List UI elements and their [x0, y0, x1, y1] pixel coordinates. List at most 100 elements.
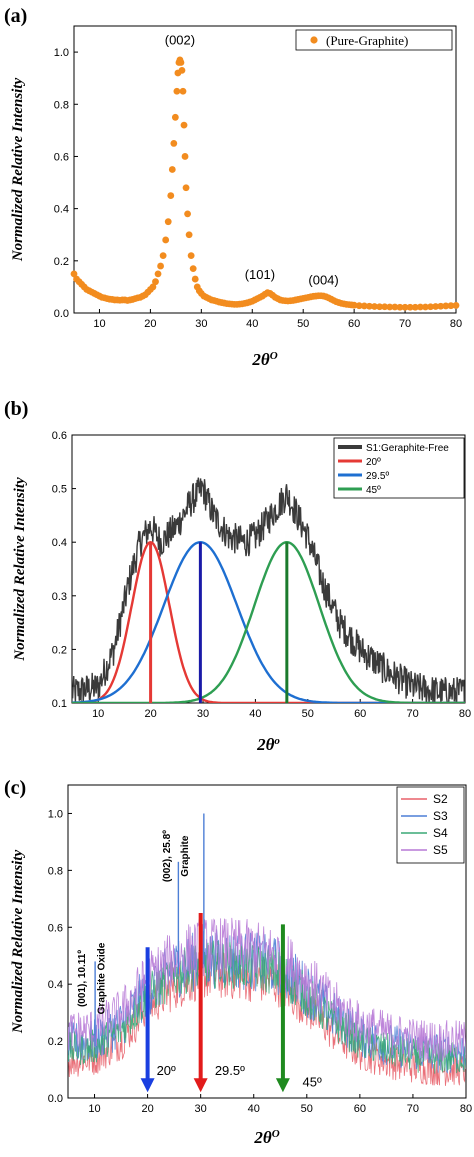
- chart-a-x-tick-label: 60: [348, 318, 360, 330]
- chart-c-arrow-label-3: 45º: [302, 1075, 321, 1090]
- chart-c-arrow-head-2: [193, 1078, 208, 1093]
- chart-a-data-point: [152, 278, 159, 286]
- chart-a-y-tick-label: 0.4: [54, 204, 69, 216]
- chart-a-data-point: [427, 303, 434, 311]
- axis-label-superscript: O: [272, 1128, 280, 1140]
- chart-a-data-point: [154, 270, 162, 278]
- chart-c-x-tick-label: 80: [460, 1103, 472, 1115]
- chart-a-data-point: [401, 303, 409, 311]
- chart-b-x-tick-label: 30: [197, 708, 209, 720]
- chart-a-y-tick-label: 0.2: [54, 256, 69, 268]
- chart-b-svg: 10 20 30 40 50 60 70 80 0.1 0.2 0.3 0.4 0.5 0.6 (b) Nor…: [4, 398, 471, 754]
- chart-a-data-point: [350, 301, 358, 309]
- chart-a-data-point: [376, 303, 383, 311]
- chart-a-y-tick-label: 0.8: [54, 99, 69, 111]
- chart-c-arrow-label-2: 29.5º: [215, 1063, 245, 1078]
- panel-b: 10 20 30 40 50 60 70 80 0.1 0.2 0.3 0.4 0.5 0.6 (b) Nor…: [0, 385, 474, 770]
- chart-a-data-point: [452, 302, 460, 309]
- chart-c-legend-label: S2: [433, 792, 448, 806]
- chart-a-data-point: [179, 87, 187, 95]
- chart-c-y-axis-label: Normalized Relative Intensity: [10, 849, 26, 1034]
- chart-b-legend-label: 20º: [366, 457, 381, 468]
- chart-c-x-axis-label: 2θO: [253, 1128, 279, 1147]
- chart-c-y-tick-label: 0.2: [48, 1036, 63, 1048]
- chart-c-legend-label: S3: [433, 809, 448, 823]
- chart-b-y-tick-label: 0.6: [52, 430, 67, 442]
- chart-a-y-tick-label: 0.0: [54, 308, 69, 320]
- panel-a: 10 20 30 40 50 60 70 80 0.0 0.2 0.4 0.6 0.8 1.0 (a) Nor…: [0, 0, 474, 385]
- chart-c-arrow-head-1: [140, 1078, 155, 1093]
- chart-b-y-tick-label: 0.3: [52, 591, 67, 603]
- chart-a-data-point: [386, 303, 394, 311]
- chart-a-x-tick-label: 50: [297, 318, 309, 330]
- chart-a-panel-label: (a): [4, 5, 27, 27]
- chart-a-x-tick-label: 30: [195, 318, 207, 330]
- chart-b-x-axis-label: 2θo: [256, 735, 280, 754]
- chart-c-vertical-annotation-1-2: Graphite Oxide: [97, 942, 108, 1014]
- chart-a-legend-marker: [310, 36, 318, 44]
- chart-b-x-tick-label: 10: [92, 708, 104, 720]
- chart-a-data-point: [411, 303, 419, 311]
- chart-c-legend-label: S5: [433, 843, 448, 857]
- chart-b-gaussian-fit-2: [72, 540, 465, 703]
- chart-a-x-axis-label: 2θO: [251, 350, 277, 369]
- chart-a-data-point: [355, 302, 363, 310]
- chart-a-plot-frame: [73, 25, 457, 314]
- axis-label-superscript: o: [274, 735, 280, 747]
- chart-a-series-pure-graphite: [70, 56, 460, 311]
- chart-a-y-tick-label: 1.0: [54, 47, 69, 59]
- chart-a-x-tick-label: 70: [399, 318, 411, 330]
- chart-c-x-tick-label: 20: [141, 1103, 153, 1115]
- chart-a-data-point: [168, 166, 176, 173]
- chart-c-panel-label: (c): [4, 777, 26, 799]
- chart-b-x-tick-label: 80: [459, 708, 471, 720]
- chart-a-data-point: [391, 303, 399, 311]
- chart-b-x-tick-label: 60: [354, 708, 366, 720]
- chart-a-data-point: [180, 121, 188, 129]
- chart-a-data-point: [167, 192, 175, 199]
- chart-a-data-point: [447, 302, 455, 310]
- chart-a-legend-label: (Pure-Graphite): [326, 33, 408, 48]
- chart-a-data-point: [191, 275, 199, 283]
- chart-a-svg: 10 20 30 40 50 60 70 80 0.0 0.2 0.4 0.6 0.8 1.0 (a) Nor…: [4, 5, 462, 369]
- chart-a-peak-annotation: (101): [245, 267, 275, 282]
- chart-b-x-tick-label: 70: [406, 708, 418, 720]
- chart-c-x-tick-label: 50: [301, 1103, 313, 1115]
- chart-b-y-tick-label: 0.5: [52, 484, 67, 496]
- chart-a-data-point: [159, 252, 167, 259]
- chart-b-legend-label: S1:Geraphite-Free: [366, 443, 449, 454]
- chart-c-vertical-annotation-1-1: (001), 10.11º: [77, 950, 88, 1007]
- chart-b-legend-label: 29.5º: [366, 471, 389, 482]
- chart-c-plot-frame: [67, 784, 467, 1099]
- chart-b-y-tick-label: 0.4: [52, 537, 67, 549]
- chart-c-arrow-label-1: 20º: [157, 1063, 176, 1078]
- panel-c: 10 20 30 40 50 60 70 80 0.0 0.2 0.4 0.6 0.8 1.0 (c) Nor…: [0, 770, 474, 1157]
- chart-a-data-point: [371, 303, 378, 310]
- chart-a-data-point: [416, 303, 424, 311]
- axis-label-superscript: O: [270, 350, 278, 362]
- chart-c-y-tick-label: 0.4: [48, 979, 63, 991]
- chart-c-series-s5: [68, 917, 466, 1062]
- chart-c-y-tick-label: 0.6: [48, 922, 63, 934]
- chart-c-x-tick-label: 60: [354, 1103, 366, 1115]
- chart-a-data-point: [149, 283, 157, 291]
- chart-a-data-point: [162, 236, 170, 244]
- chart-a-data-point: [422, 303, 429, 311]
- chart-c-y-tick-label: 0.8: [48, 865, 63, 877]
- chart-a-data-point: [178, 66, 186, 74]
- chart-a-data-point: [187, 252, 195, 259]
- chart-c-arrow-head-3: [275, 1078, 290, 1093]
- chart-a-data-point: [177, 59, 185, 66]
- chart-a-legend-box: [295, 29, 453, 51]
- chart-a-data-point: [396, 303, 404, 311]
- chart-a-x-tick-label: 20: [144, 318, 156, 330]
- chart-c-vertical-annotation-2-1: (002), 25.8º: [162, 830, 173, 882]
- chart-c-y-tick-label: 0.0: [48, 1093, 63, 1105]
- chart-c-x-tick-label: 70: [407, 1103, 419, 1115]
- chart-a-x-tick-label: 40: [246, 318, 258, 330]
- chart-b-x-tick-label: 40: [249, 708, 261, 720]
- chart-a-data-point: [171, 113, 179, 121]
- chart-c-x-tick-label: 30: [195, 1103, 207, 1115]
- chart-b-y-tick-label: 0.1: [52, 698, 67, 710]
- chart-a-data-point: [442, 302, 450, 310]
